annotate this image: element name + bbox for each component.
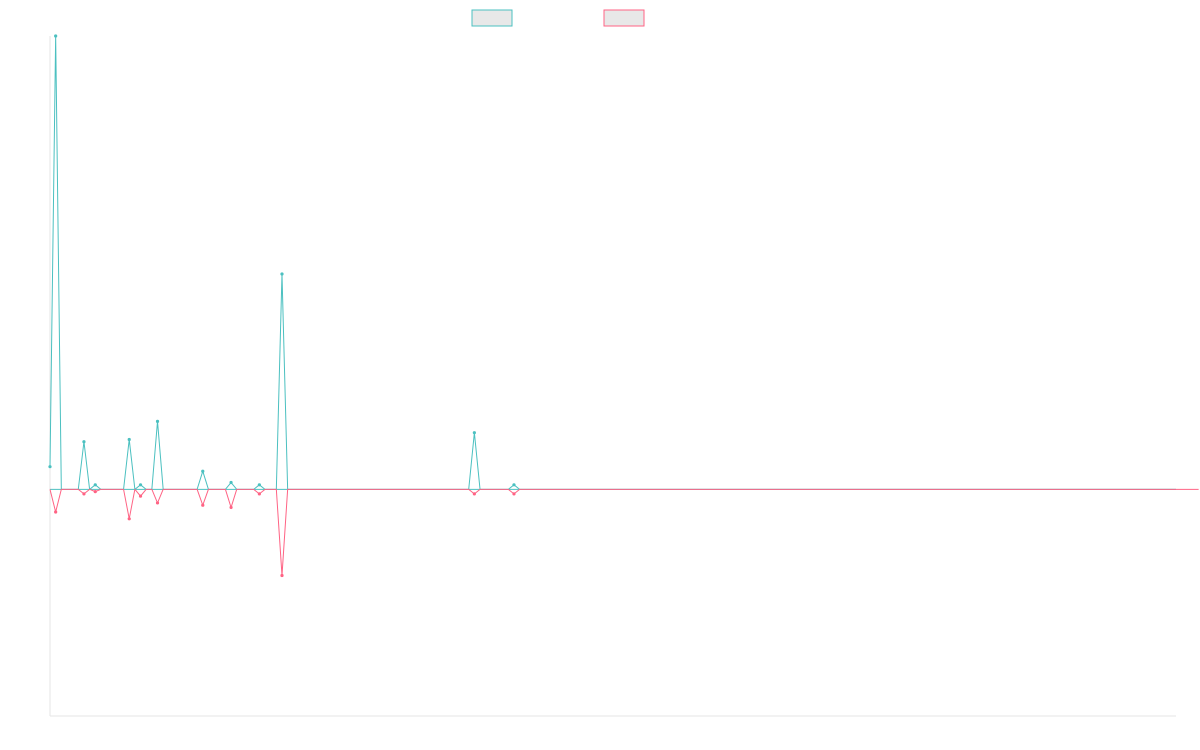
- series-2-point[interactable]: [138, 494, 143, 498]
- series-2-point[interactable]: [280, 573, 284, 578]
- series-2-line[interactable]: [49, 488, 1199, 576]
- series-2-point[interactable]: [257, 492, 261, 496]
- series-1-point[interactable]: [472, 431, 476, 435]
- legend-swatch-series-1: [471, 9, 513, 27]
- series-1-point[interactable]: [48, 465, 52, 469]
- series-1-point[interactable]: [138, 483, 143, 487]
- series-2-point[interactable]: [201, 503, 205, 507]
- series-1-point[interactable]: [155, 419, 160, 423]
- series-2-point[interactable]: [127, 517, 131, 521]
- legend-swatch-series-2: [603, 9, 645, 27]
- series-layer: [48, 34, 1199, 578]
- series-2-point[interactable]: [54, 510, 58, 514]
- series-2-point[interactable]: [229, 505, 233, 510]
- series-2-point[interactable]: [155, 501, 160, 505]
- series-1-point[interactable]: [201, 469, 205, 473]
- series-2-point[interactable]: [472, 492, 476, 496]
- legend: [471, 9, 645, 27]
- axes: [49, 36, 1176, 717]
- series-1-point[interactable]: [93, 483, 97, 487]
- series-1-point[interactable]: [512, 483, 516, 487]
- legend-item-series-1[interactable]: [471, 9, 513, 27]
- series-1-point[interactable]: [280, 272, 284, 276]
- series-2-point[interactable]: [82, 492, 86, 496]
- series-1-point[interactable]: [127, 437, 131, 442]
- series-1-point[interactable]: [54, 34, 58, 38]
- series-1-line[interactable]: [49, 35, 1176, 490]
- series-1-point[interactable]: [82, 440, 86, 444]
- legend-item-series-2[interactable]: [603, 9, 645, 27]
- series-2-point[interactable]: [512, 492, 516, 496]
- series-2-point[interactable]: [93, 490, 97, 494]
- series-1-point[interactable]: [229, 480, 233, 485]
- series-1-point[interactable]: [257, 483, 261, 487]
